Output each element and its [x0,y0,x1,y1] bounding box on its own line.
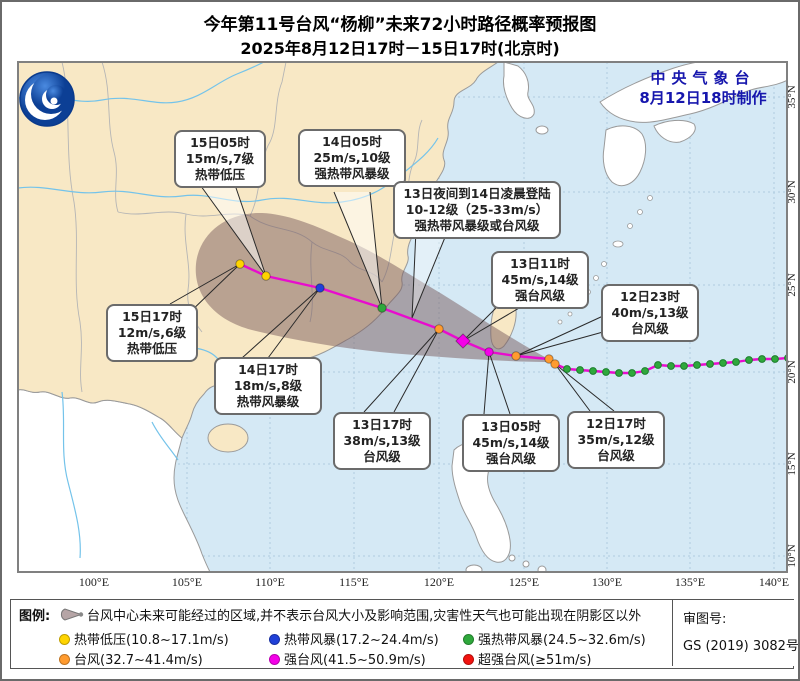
callout-13d17: 13日17时 38m/s,13级 台风级 [333,412,431,470]
callout-15d05: 15日05时 15m/s,7级 热带低压 [174,130,266,188]
svg-text:105°E: 105°E [172,575,202,589]
page-subtitle: 2025年8月12日17时－15日17时(北京时) [240,39,560,58]
legend: 图例: 台风中心未来可能经过的区域,并不表示台风大小及影响范围,灾害性天气也可能… [10,599,798,669]
svg-text:125°E: 125°E [509,575,539,589]
kyushu-land [602,125,647,187]
callout-12d17: 12日17时 35m/s,12级 台风级 [567,411,665,469]
cone-legend-icon [60,608,84,621]
svg-text:140°E: 140°E [759,575,789,589]
callout-landfall: 13日夜间到14日凌晨登陆 10-12级（25-33m/s） 强热带风暴级或台风… [393,181,561,239]
mindoro-island [465,564,483,572]
svg-text:130°E: 130°E [592,575,622,589]
survey-number: GS (2019) 3082号 [683,639,799,654]
callout-12d23: 12日23时 40m/s,13级 台风级 [601,284,699,342]
map-frame [17,61,788,573]
callout-13d05: 13日05时 45m/s,14级 强台风级 [462,414,560,472]
callout-14d17: 14日17时 18m/s,8级 热带风暴级 [214,357,322,415]
callout-15d17: 15日17时 12m/s,6级 热带低压 [106,304,198,362]
cma-logo-icon [19,71,75,127]
sts-marker-icon [463,634,474,645]
callout-14d05: 14日05时 25m/s,10级 强热带风暴级 [298,129,406,187]
svg-text:120°E: 120°E [424,575,454,589]
legend-item-td: 热带低压(10.8~17.1m/s) [59,629,229,648]
svg-text:30°N: 30°N [786,180,798,203]
td-marker-icon [59,634,70,645]
legend-item-ty: 台风(32.7~41.4m/s) [59,649,203,668]
survey-label: 审图号: [683,612,727,627]
super-ty-marker-icon [463,654,474,665]
svg-text:15°N: 15°N [786,452,798,475]
legend-item-ts: 热带风暴(17.2~24.4m/s) [269,629,439,648]
svg-text:100°E: 100°E [79,575,109,589]
page-title: 今年第11号台风“杨柳”未来72小时路径概率预报图 [203,15,597,35]
foreign-land [18,62,787,572]
callout-13d11: 13日11时 45m/s,14级 强台风级 [491,251,589,309]
legend-cone-description: 台风中心未来可能经过的区域,并不表示台风大小及影响范围,灾害性天气也可能出现在阴… [87,609,642,624]
svg-text:35°N: 35°N [786,85,798,108]
legend-title: 图例: [19,609,51,624]
ts-marker-icon [269,634,280,645]
svg-text:10°N: 10°N [786,544,798,567]
svg-text:135°E: 135°E [675,575,705,589]
honshu-land [599,62,787,123]
agency-credit: 中央气象台 8月12日18时制作 [614,68,792,108]
hainan-island [207,423,249,453]
shikoku-land [653,119,696,143]
svg-text:25°N: 25°N [786,273,798,296]
svg-text:110°E: 110°E [255,575,285,589]
map-approval-number: 审图号: GS (2019) 3082号 [672,600,799,666]
ty-marker-icon [59,654,70,665]
agency-issue-time: 8月12日18时制作 [639,89,767,107]
legend-item-sty: 强台风(41.5~50.9m/s) [269,649,426,668]
legend-item-sts: 强热带风暴(24.5~32.6m/s) [463,629,646,648]
agency-name: 中央气象台 [650,69,756,87]
jeju-island [535,125,549,135]
legend-item-super: 超强台风(≥51m/s) [463,649,591,668]
callout-leaders [169,181,615,415]
typhoon-track [235,259,787,377]
svg-text:20°N: 20°N [786,360,798,383]
svg-text:115°E: 115°E [339,575,369,589]
sty-marker-icon [269,654,280,665]
axis-labels: 100°E 105°E 110°E 115°E 120°E 125°E 130°E 135°E… [79,85,798,589]
korea-land [503,62,535,119]
